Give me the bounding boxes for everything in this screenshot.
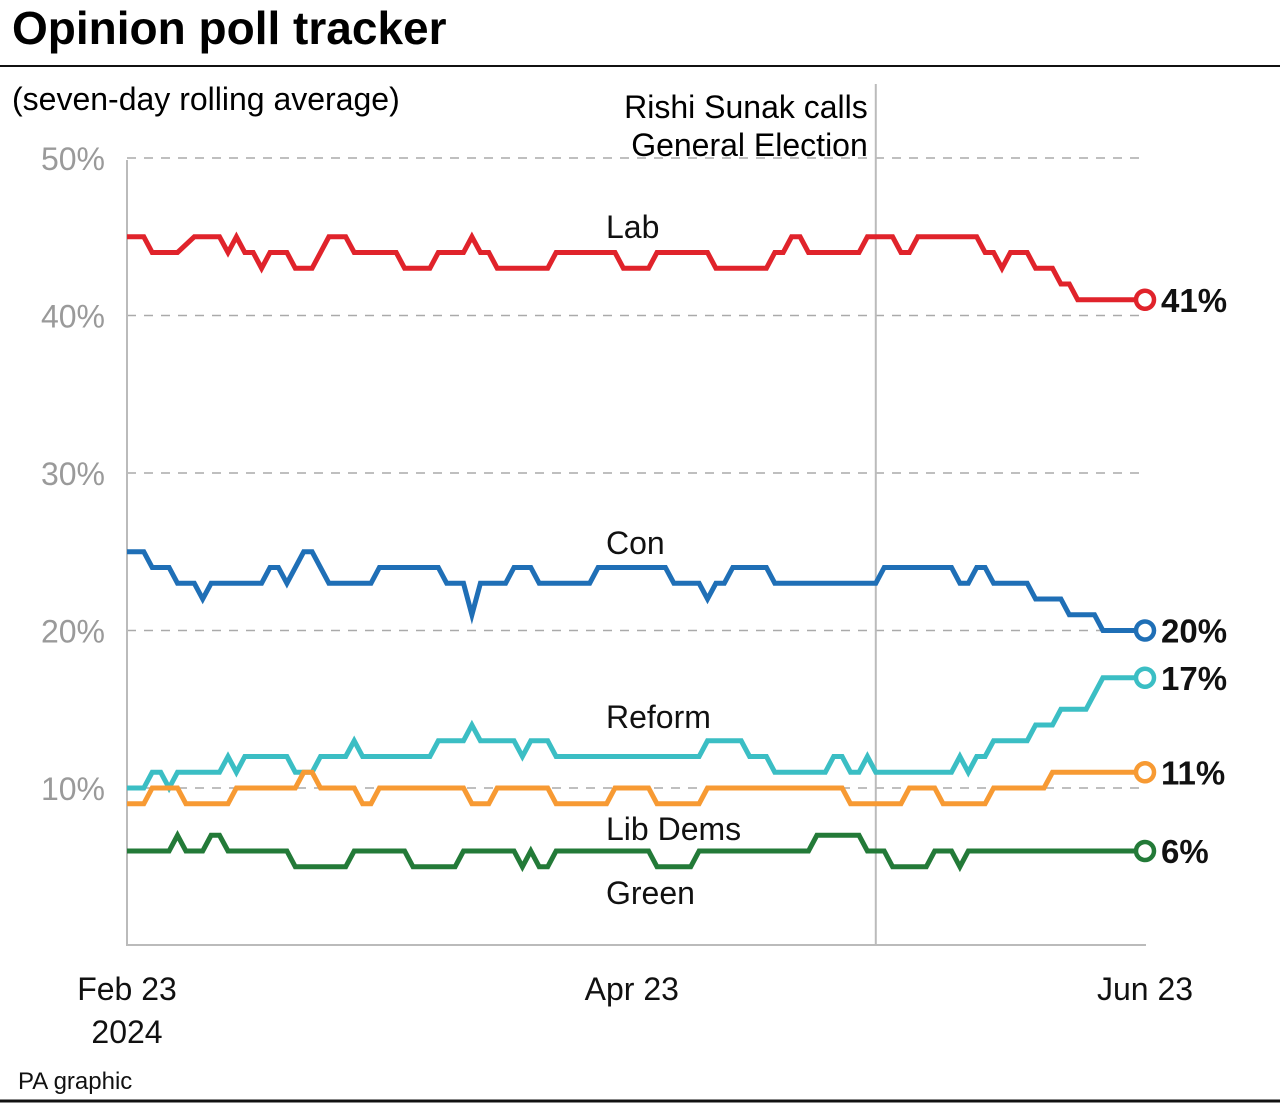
series-end-label: 6% xyxy=(1161,833,1209,870)
series-line xyxy=(127,549,1145,633)
y-axis-ticks: 10% 20% 30% 40% 50% xyxy=(41,141,105,807)
series-lab: 41% Lab xyxy=(127,209,1227,319)
chart-title: Opinion poll tracker xyxy=(12,2,447,54)
series-lib-dems: 11% Lib Dems xyxy=(127,754,1225,847)
series-line xyxy=(127,675,1145,794)
series-end-marker xyxy=(1133,761,1157,784)
chart-subtitle: (seven-day rolling average) xyxy=(12,81,400,117)
x-tick-year: 2024 xyxy=(91,1014,162,1050)
x-axis-ticks: Feb 23 2024 Apr 23 Jun 23 xyxy=(77,971,1193,1050)
series-green: 6% Green xyxy=(127,830,1209,911)
series-lines: 41% Lab 20% Con 17% Reform 11% Lib Dems 6% Green xyxy=(127,209,1227,911)
footer-credit: PA graphic xyxy=(18,1068,132,1095)
y-tick-label: 20% xyxy=(41,614,105,650)
series-line xyxy=(127,769,1145,807)
series-name-label: Reform xyxy=(606,699,711,735)
x-tick-label: Jun 23 xyxy=(1097,971,1193,1007)
series-name-label: Green xyxy=(606,875,695,911)
series-end-label: 41% xyxy=(1161,282,1227,319)
x-tick-label: Feb 23 xyxy=(77,971,177,1007)
y-tick-label: 40% xyxy=(41,299,105,335)
series-name-label: Lib Dems xyxy=(606,811,741,847)
series-reform: 17% Reform xyxy=(127,660,1227,794)
series-name-label: Con xyxy=(606,525,665,561)
series-line xyxy=(127,231,1145,303)
x-tick-label: Apr 23 xyxy=(585,971,679,1007)
y-tick-label: 30% xyxy=(41,456,105,492)
y-tick-label: 10% xyxy=(41,771,105,807)
series-end-marker xyxy=(1133,288,1157,311)
series-con: 20% Con xyxy=(127,525,1227,650)
series-name-label: Lab xyxy=(606,209,659,245)
series-end-marker xyxy=(1133,619,1157,642)
series-end-marker xyxy=(1133,666,1157,689)
series-end-label: 17% xyxy=(1161,660,1227,697)
series-end-label: 11% xyxy=(1161,754,1225,791)
series-end-marker xyxy=(1133,839,1157,863)
y-tick-label: 50% xyxy=(41,141,105,177)
annotation-line-2: General Election xyxy=(631,127,868,163)
series-end-label: 20% xyxy=(1161,613,1227,650)
series-line xyxy=(127,830,1145,873)
annotation-line-1: Rishi Sunak calls xyxy=(624,89,868,125)
